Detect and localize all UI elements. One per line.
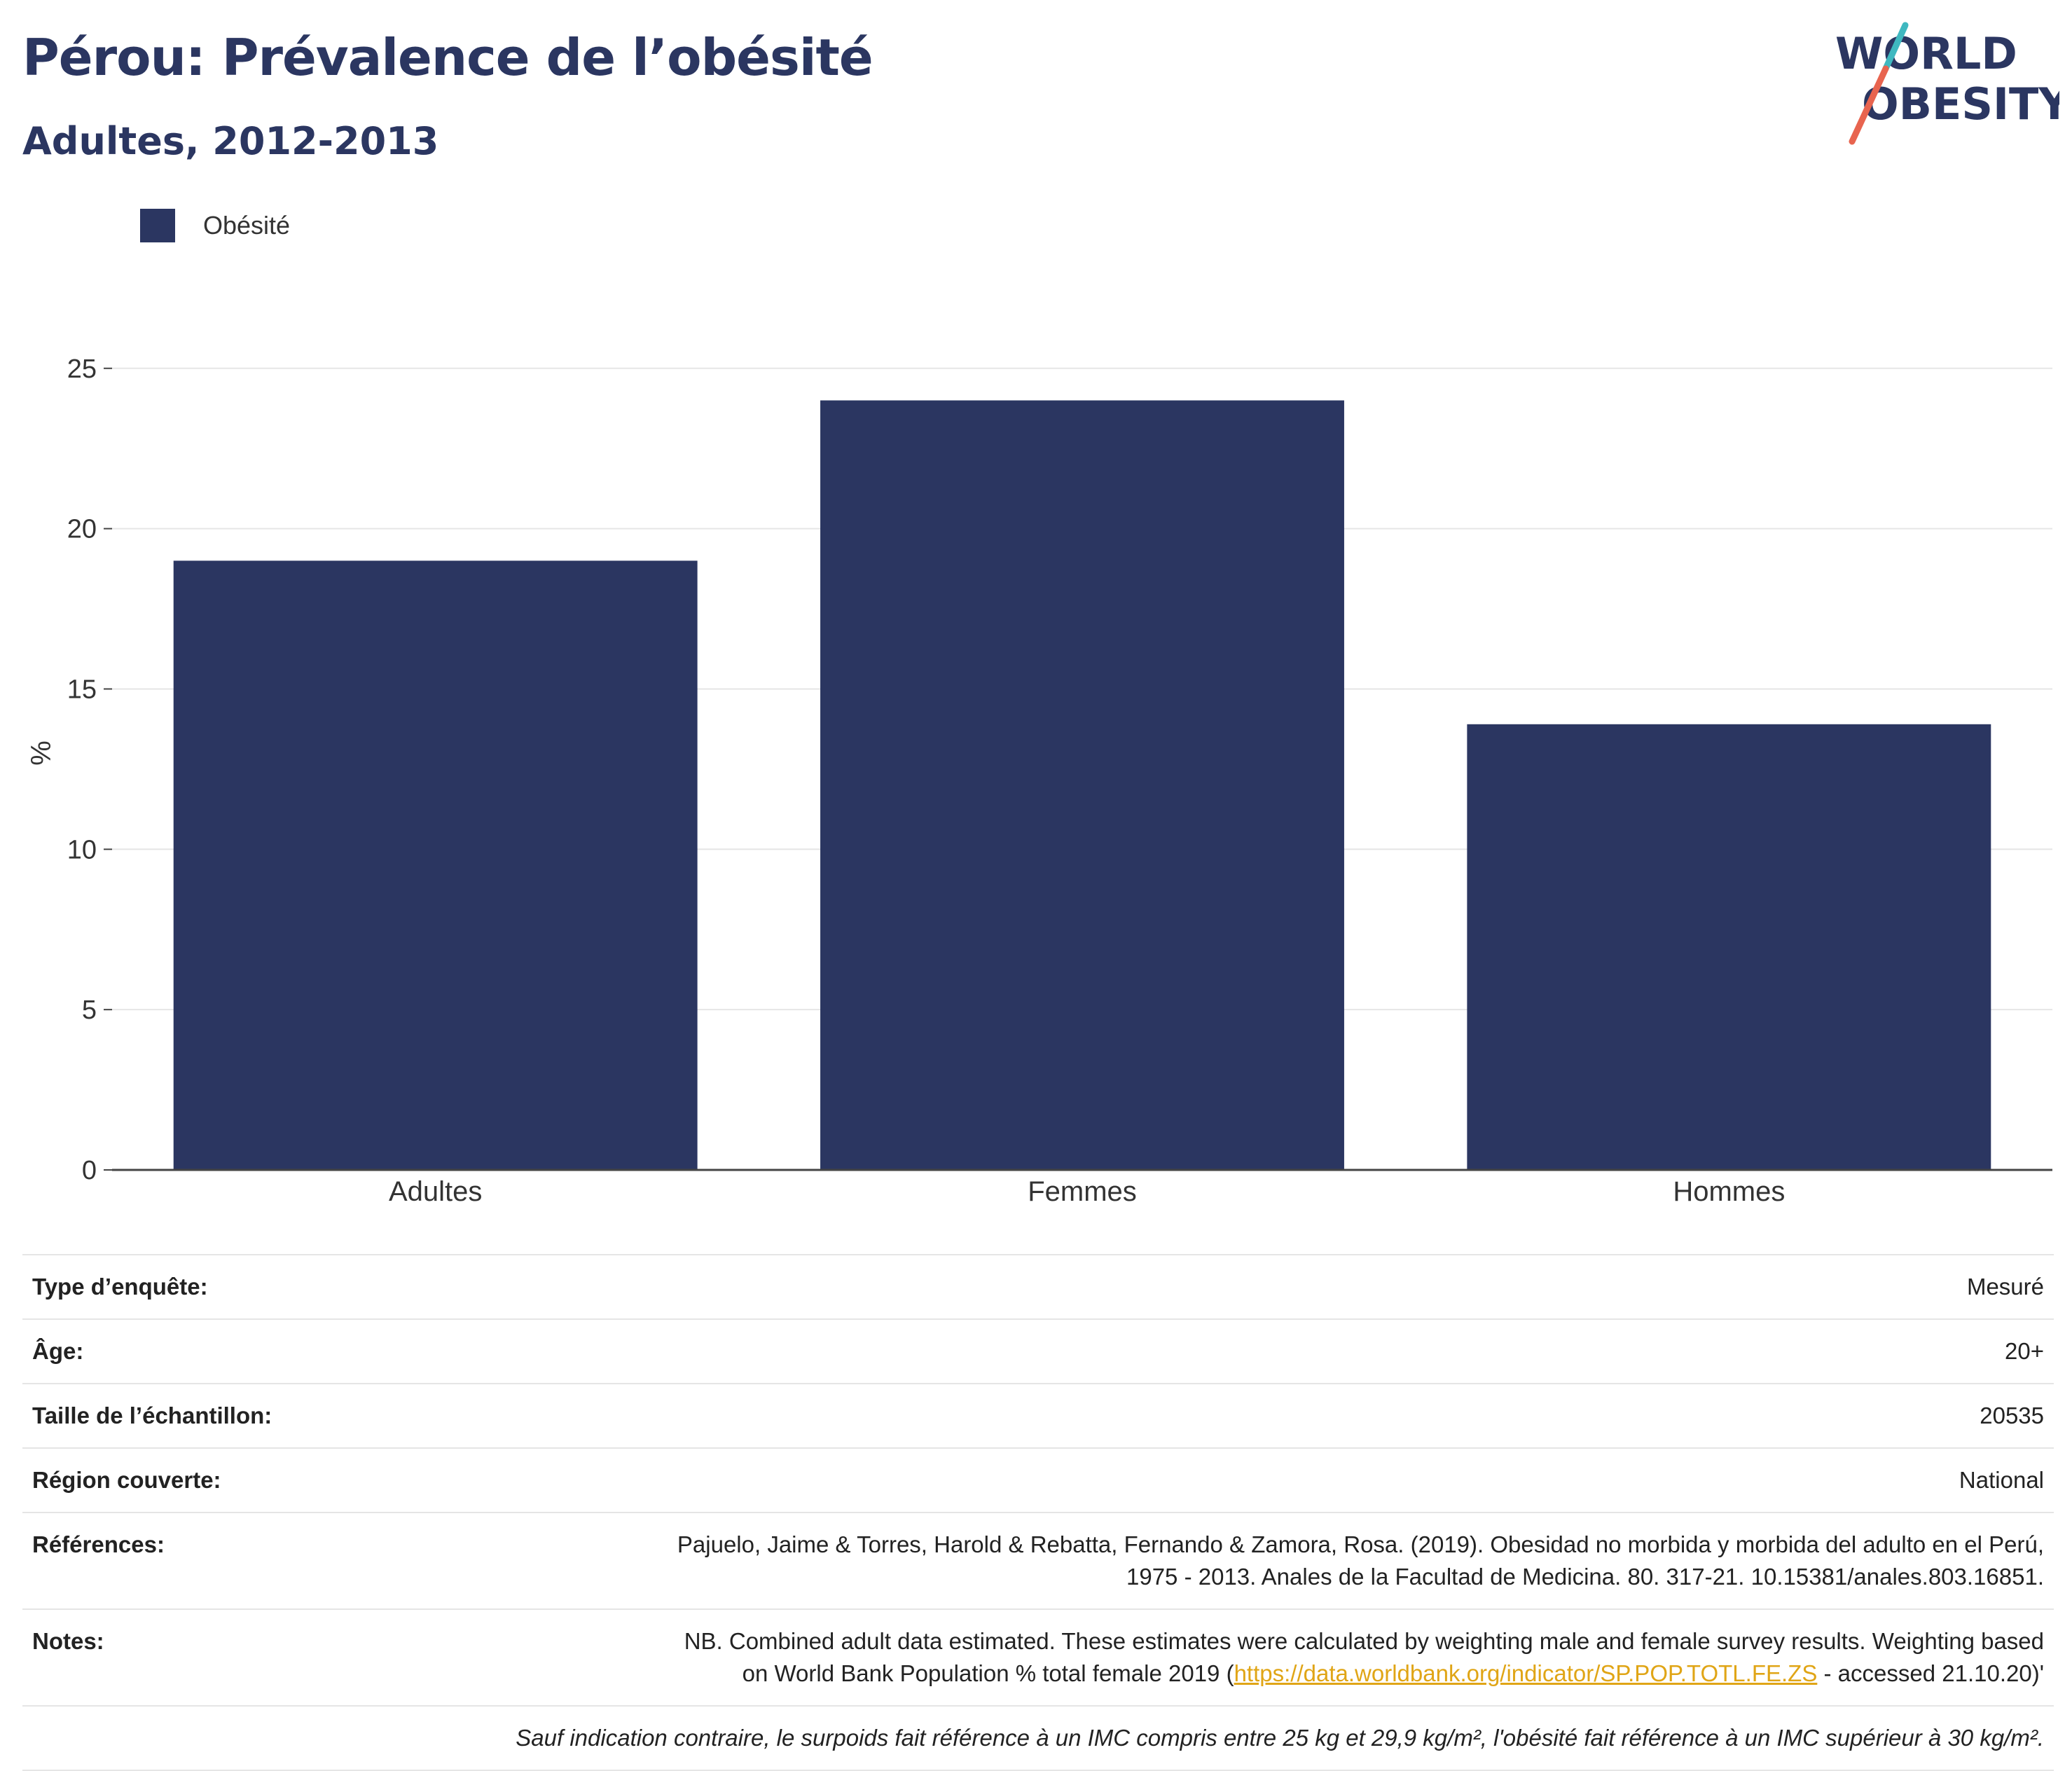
meta-row-survey-type: Type d’enquête: Mesuré: [22, 1254, 2054, 1320]
reference-line-1: Pajuelo, Jaime & Torres, Harold & Rebatt…: [677, 1531, 2044, 1557]
y-tick-label: 0: [82, 1156, 97, 1185]
legend-label: Obésité: [203, 211, 291, 240]
x-tick-label: Adultes: [389, 1176, 482, 1207]
meta-value: Mesuré: [462, 1254, 2054, 1320]
meta-row-references: Références: Pajuelo, Jaime & Torres, Har…: [22, 1512, 2054, 1610]
meta-value: Pajuelo, Jaime & Torres, Harold & Rebatt…: [462, 1512, 2054, 1610]
legend-swatch: [140, 209, 175, 242]
meta-label: Notes:: [22, 1608, 462, 1707]
bar-femmes: [820, 400, 1344, 1170]
chart-subtitle: Adultes, 2012-2013: [22, 119, 439, 163]
meta-row-footnote: Sauf indication contraire, le surpoids f…: [22, 1705, 2054, 1771]
logo-line1: WORLD: [1835, 28, 2017, 79]
x-tick-label: Femmes: [1028, 1176, 1137, 1207]
legend[interactable]: Obésité: [140, 209, 290, 242]
y-tick-label: 15: [67, 675, 97, 704]
notes-line-1: NB. Combined adult data estimated. These…: [684, 1628, 2044, 1654]
meta-label: Type d’enquête:: [22, 1254, 462, 1320]
bar-hommes: [1467, 724, 1991, 1170]
meta-row-region: Région couverte: National: [22, 1447, 2054, 1513]
meta-row-sample-size: Taille de l’échantillon: 20535: [22, 1383, 2054, 1449]
meta-row-age: Âge: 20+: [22, 1318, 2054, 1384]
logo-slash-teal: [1882, 22, 1909, 72]
reference-line-2: 1975 - 2013. Anales de la Facultad de Me…: [1126, 1564, 2044, 1590]
meta-value: NB. Combined adult data estimated. These…: [462, 1608, 2054, 1707]
notes-line-2-pre: on World Bank Population % total female …: [742, 1660, 1234, 1686]
meta-label: Région couverte:: [22, 1447, 462, 1513]
notes-line-2-post: - accessed 21.10.20)': [1817, 1660, 2045, 1686]
y-tick-label: 25: [67, 354, 97, 384]
meta-value: National: [462, 1447, 2054, 1513]
meta-value: 20535: [462, 1383, 2054, 1449]
logo-slash-red: [1849, 65, 1889, 145]
x-tick-label: Hommes: [1673, 1176, 1785, 1207]
meta-label: Références:: [22, 1512, 462, 1610]
bar-adultes: [173, 560, 698, 1170]
footnote: Sauf indication contraire, le surpoids f…: [22, 1705, 2054, 1771]
logo-line2: OBESITY: [1862, 78, 2059, 130]
world-obesity-logo: WORLD OBESITY: [1835, 22, 2059, 145]
meta-row-notes: Notes: NB. Combined adult data estimated…: [22, 1608, 2054, 1707]
y-tick-label: 20: [67, 515, 97, 544]
meta-label: Taille de l’échantillon:: [22, 1383, 462, 1449]
worldbank-link[interactable]: https://data.worldbank.org/indicator/SP.…: [1234, 1660, 1818, 1686]
meta-label: Âge:: [22, 1318, 462, 1384]
y-tick-label: 10: [67, 835, 97, 864]
survey-details-table: Type d’enquête: Mesuré Âge: 20+ Taille d…: [22, 1254, 2054, 1771]
chart-title: Pérou: Prévalence de l’obésité: [22, 28, 873, 87]
meta-value: 20+: [462, 1318, 2054, 1384]
bar-chart: 0 5 10 15 20 25% Adultes Femmes Hommes: [26, 354, 2052, 1207]
y-axis-label: %: [26, 740, 57, 766]
y-tick-label: 5: [82, 995, 97, 1025]
